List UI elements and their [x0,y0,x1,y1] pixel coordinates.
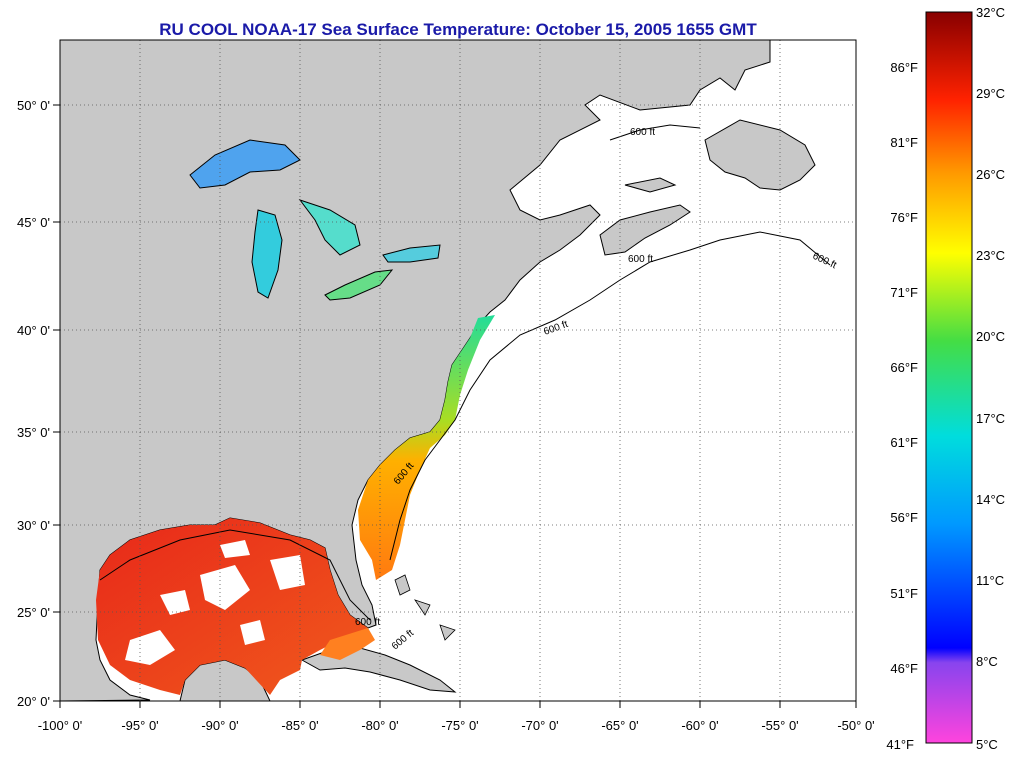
lon-tick-label: -70° 0' [521,718,558,733]
lat-tick-label: 35° 0' [17,425,50,440]
map-title: RU COOL NOAA-17 Sea Surface Temperature:… [159,20,757,39]
colorbar [925,11,973,744]
contour-label: 600 ft [630,127,655,138]
map-frame [59,39,857,702]
celsius-label: 20°C [976,329,1005,344]
contour-label: 600 ft [628,254,653,265]
contour-label: 600 ft [355,617,380,628]
lat-tick-label: 40° 0' [17,323,50,338]
lon-tick-label: -90° 0' [201,718,238,733]
sst-florida-straits [320,628,375,660]
fahrenheit-label: 66°F [890,360,918,375]
contour-600ft [99,124,831,621]
lat-tick-label: 25° 0' [17,605,50,620]
celsius-label: 26°C [976,167,1005,182]
frame-ticks [53,104,857,708]
lon-tick-label: -85° 0' [281,718,318,733]
land-bahamas [394,574,456,641]
lat-tick-label: 45° 0' [17,215,50,230]
fahrenheit-label: 76°F [890,210,918,225]
land-nova-scotia [599,204,691,256]
land-newfoundland [704,119,816,191]
celsius-label: 17°C [976,411,1005,426]
sst-atlantic-coast [358,315,495,580]
land-anticosti [624,177,677,193]
lon-tick-label: -80° 0' [361,718,398,733]
lon-tick-label: -60° 0' [681,718,718,733]
lake-huron [298,199,361,256]
lon-tick-label: -50° 0' [837,718,874,733]
fahrenheit-label: 61°F [890,435,918,450]
graticule [60,40,856,701]
fahrenheit-label: 51°F [890,586,918,601]
fahrenheit-label: 81°F [890,135,918,150]
fahrenheit-label: 71°F [890,285,918,300]
lat-tick-label: 30° 0' [17,518,50,533]
lake-superior [189,139,301,189]
lon-tick-label: -55° 0' [761,718,798,733]
map-plot-area [60,40,856,701]
celsius-label: 29°C [976,86,1005,101]
celsius-label: 32°C [976,5,1005,20]
celsius-label: 14°C [976,492,1005,507]
cloud-gaps [125,540,305,665]
lon-tick-label: -100° 0' [38,718,83,733]
celsius-label: 23°C [976,248,1005,263]
fahrenheit-label: 41°F [886,737,914,752]
celsius-label: 5°C [976,737,998,752]
longitude-labels: -100° 0' -95° 0' -90° 0' -85° 0' -80° 0'… [38,718,875,733]
lon-tick-label: -75° 0' [441,718,478,733]
fahrenheit-label: 46°F [890,661,918,676]
lake-ontario [382,244,441,263]
colorbar-fahrenheit-labels: 86°F 81°F 76°F 71°F 66°F 61°F 56°F 51°F … [886,60,918,752]
celsius-label: 8°C [976,654,998,669]
celsius-label: 11°C [976,573,1004,588]
lake-erie [324,269,394,301]
fahrenheit-label: 86°F [890,60,918,75]
fahrenheit-label: 56°F [890,510,918,525]
lat-tick-label: 50° 0' [17,98,50,113]
lon-tick-label: -95° 0' [121,718,158,733]
colorbar-celsius-labels: 32°C 29°C 26°C 23°C 20°C 17°C 14°C 11°C … [976,5,1005,752]
lon-tick-label: -65° 0' [601,718,638,733]
lat-tick-label: 20° 0' [17,694,50,709]
lake-michigan [251,209,283,299]
latitude-labels: 20° 0' 25° 0' 30° 0' 35° 0' 40° 0' 45° 0… [17,98,50,709]
